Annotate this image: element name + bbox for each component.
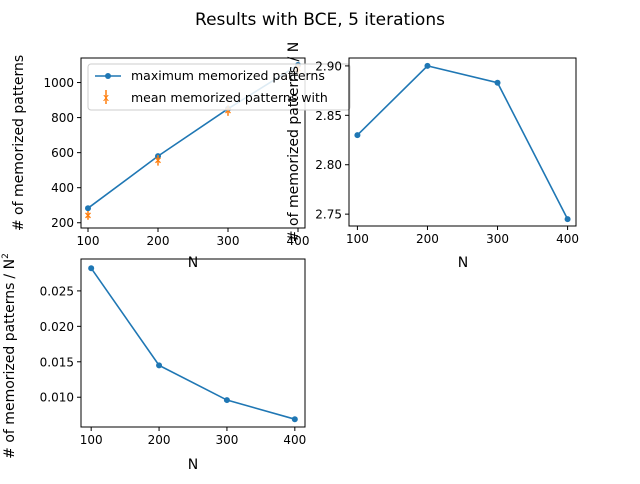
chart-2: 100 200 300 400 2.75 2.80 2.85 2.90 N # of mem… [286, 42, 579, 271]
chart-2-x-ticks: 100 200 300 400 [346, 226, 579, 246]
chart-3-ylabel-group: # of memorized patterns / N2 [1, 253, 18, 459]
data-point [291, 416, 298, 423]
legend-marker-icon [105, 73, 111, 79]
chart-2-ylabel: # of memorized patterns / N [286, 42, 302, 242]
y-tick-label: 2.90 [315, 59, 342, 73]
x-tick-label: 400 [556, 232, 579, 246]
y-tick-label: 400 [51, 181, 74, 195]
y-tick-label: 600 [51, 146, 74, 160]
y-tick-label: 1000 [43, 76, 74, 90]
y-tick-label: 2.85 [315, 109, 342, 123]
chart-3-ylabel: # of memorized patterns / N2 [1, 253, 18, 459]
legend-label-mean: mean memorized patterns with [131, 90, 328, 105]
x-tick-label: 100 [77, 234, 100, 248]
x-tick-label: 200 [147, 234, 170, 248]
x-tick-label: 300 [215, 433, 238, 447]
chart-3-ylabel-suffix: / N [2, 259, 18, 279]
mean-marker [155, 157, 161, 164]
chart-2-xlabel: N [458, 255, 468, 271]
chart-2-frame [348, 57, 577, 227]
x-tick-label: 300 [486, 232, 509, 246]
data-point [354, 132, 361, 139]
chart-1-xlabel: N [188, 255, 198, 271]
x-tick-label: 200 [148, 433, 171, 447]
chart-3: 100 200 300 400 0.010 0.015 0.020 0.025 N # of… [1, 253, 306, 473]
chart-1-x-ticks: 100 200 300 400 [77, 228, 310, 248]
y-tick-label: 800 [51, 111, 74, 125]
y-tick-label: 0.025 [40, 284, 74, 298]
x-tick-label: 100 [80, 433, 103, 447]
chart-3-xlabel: N [188, 457, 198, 473]
data-point [85, 205, 91, 212]
data-point [88, 265, 95, 272]
data-point [424, 62, 431, 69]
chart-1-frame [80, 57, 306, 229]
figure-title: Results with BCE, 5 iterations [195, 10, 445, 30]
series-line [356, 65, 569, 220]
chart-1-ylabel: # of memorized patterns [11, 55, 27, 231]
data-point [223, 397, 230, 404]
legend-label-max: maximum memorized patterns [131, 68, 325, 83]
y-tick-label: 0.015 [40, 355, 74, 369]
x-tick-label: 100 [346, 232, 369, 246]
chart-3-ylabel-main: # of memorized patterns [2, 283, 18, 459]
chart-3-y-ticks: 0.010 0.015 0.020 0.025 [40, 284, 81, 405]
x-tick-label: 300 [217, 234, 240, 248]
chart-3-x-ticks: 100 200 300 400 [80, 427, 306, 447]
chart-2-marks [354, 62, 571, 223]
y-tick-label: 200 [51, 216, 74, 230]
data-point [156, 362, 163, 369]
data-point [564, 216, 571, 223]
series-line [90, 267, 296, 420]
y-tick-label: 0.020 [40, 320, 74, 334]
chart-1-legend: maximum memorized patterns x mean memori… [87, 63, 351, 111]
y-tick-label: 2.75 [315, 208, 342, 222]
data-point [494, 79, 501, 86]
chart-1-y-ticks: 200 400 600 800 1000 [43, 76, 81, 230]
legend-x-marker-icon: x [103, 91, 110, 104]
legend-box [87, 63, 351, 111]
x-tick-label: 400 [287, 234, 310, 248]
x-tick-label: 200 [416, 232, 439, 246]
y-tick-label: 2.80 [315, 158, 342, 172]
chart-3-marks [88, 265, 298, 423]
y-tick-label: 0.010 [40, 391, 74, 405]
chart-3-frame [80, 258, 306, 428]
chart-3-ylabel-exp: 2 [1, 253, 11, 259]
chart-2-y-ticks: 2.75 2.80 2.85 2.90 [315, 59, 349, 222]
mean-marker [85, 212, 91, 219]
x-tick-label: 400 [283, 433, 306, 447]
